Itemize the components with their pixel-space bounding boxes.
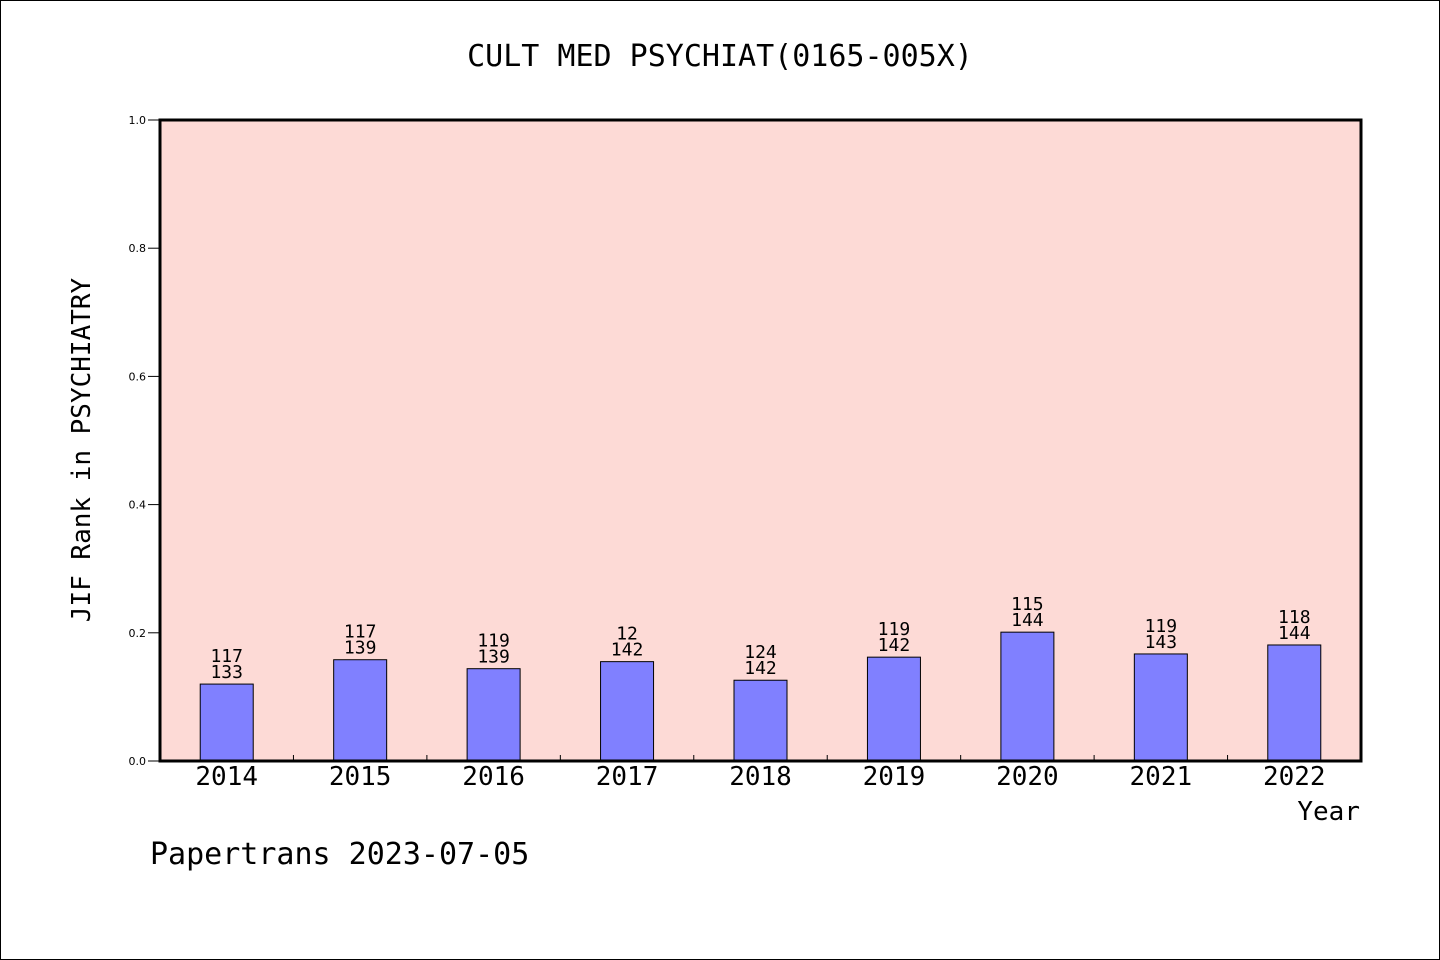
x-tick-label-2020: 2020 [996, 762, 1059, 792]
bar-2017 [600, 661, 655, 762]
bar-label-top-2018: 124 [744, 642, 777, 663]
x-tick-label-2016: 2016 [462, 762, 525, 792]
bar-label-top-2021: 119 [1145, 616, 1178, 637]
bar-2014 [199, 683, 254, 762]
plot-border [158, 118, 1363, 763]
y-tick-label-1.0: 1.0 [129, 114, 147, 127]
bar-label-bottom-2022: 144 [1278, 623, 1311, 644]
bar-2020 [1000, 631, 1055, 762]
bar-2022 [1267, 644, 1322, 762]
bar-2018 [733, 679, 788, 762]
y-tick-label-0.4: 0.4 [129, 499, 147, 512]
bar-label-top-2020: 115 [1011, 594, 1044, 615]
x-tick-label-2017: 2017 [596, 762, 659, 792]
bar-2015 [333, 659, 388, 762]
bar-label-top-2016: 119 [477, 631, 510, 652]
bar-label-bottom-2016: 139 [477, 647, 510, 668]
bar-2021 [1133, 653, 1188, 762]
x-tick-label-2015: 2015 [329, 762, 392, 792]
x-tick-label-2022: 2022 [1263, 762, 1326, 792]
y-tick-label-0.2: 0.2 [129, 627, 147, 640]
bar-label-top-2022: 118 [1278, 607, 1311, 628]
y-tick-label-0.0: 0.0 [129, 755, 147, 768]
chart-title: CULT MED PSYCHIAT(0165-005X) [467, 39, 973, 74]
bar-label-top-2019: 119 [878, 619, 911, 640]
bar-label-top-2015: 117 [344, 622, 377, 643]
x-axis-label: Year [1297, 797, 1360, 827]
x-tick-label-2021: 2021 [1130, 762, 1193, 792]
y-tick-label-0.8: 0.8 [129, 242, 147, 255]
y-axis-label: JIF Rank in PSYCHIATRY [67, 277, 97, 622]
y-tick-label-0.6: 0.6 [129, 370, 147, 383]
bar-label-bottom-2014: 133 [210, 662, 243, 683]
bar-group [199, 631, 1322, 762]
footer-text: Papertrans 2023-07-05 [150, 837, 529, 872]
bar-label-bottom-2021: 143 [1145, 632, 1178, 653]
bar-2016 [466, 668, 521, 762]
x-axis: 2014 2015 2016 2017 2018 2019 2020 2021 2022 [195, 755, 1326, 792]
x-tick-label-2019: 2019 [863, 762, 926, 792]
bar-label-bottom-2018: 142 [744, 658, 777, 679]
bar-label-bottom-2020: 144 [1011, 610, 1044, 631]
x-tick-label-2018: 2018 [729, 762, 792, 792]
bar-label-bottom-2017: 142 [611, 640, 644, 661]
bar-label-top-2014: 117 [210, 646, 243, 667]
bar-2019 [866, 656, 921, 762]
bar-label-top-2017: 12 [616, 624, 638, 645]
y-axis: 0.0 0.2 0.4 0.6 0.8 1.0 [129, 114, 160, 768]
bar-label-bottom-2019: 142 [878, 635, 911, 656]
x-tick-label-2014: 2014 [195, 762, 258, 792]
bar-label-bottom-2015: 139 [344, 638, 377, 659]
